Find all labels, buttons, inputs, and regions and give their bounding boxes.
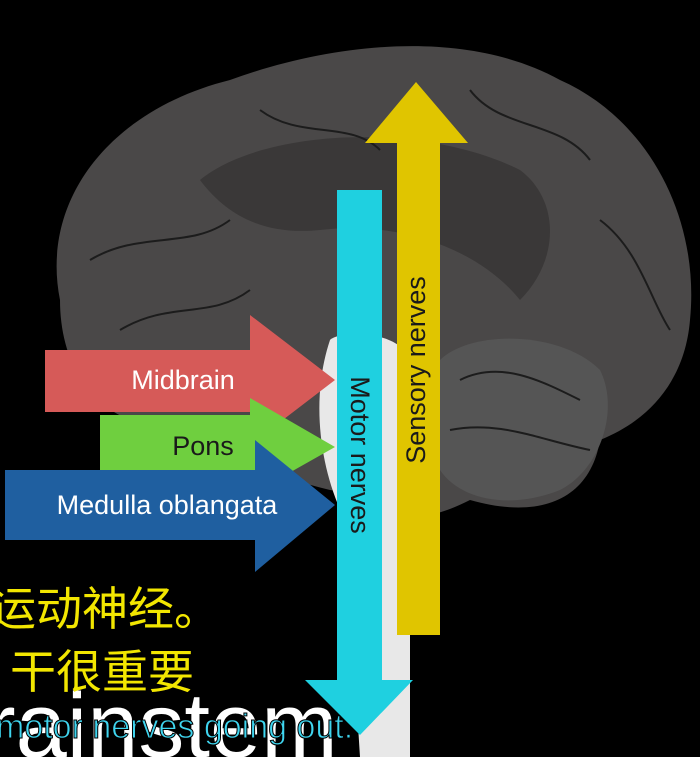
sensory-arrow (365, 82, 468, 635)
background-word: rainstem (0, 675, 338, 757)
motor-label: Motor nerves (345, 376, 375, 534)
motor-arrow (305, 190, 413, 735)
subtitle-english: motor nerves going out. (0, 708, 353, 746)
sensory-label: Sensory nerves (401, 276, 431, 464)
cerebellum (425, 338, 608, 501)
medulla-arrow (5, 440, 335, 572)
medulla-label: Medulla oblangata (57, 490, 279, 520)
midbrain-label: Midbrain (131, 365, 235, 395)
subtitle-chinese-1: 运动神经。 (0, 583, 220, 635)
subtitle-chinese-2: 干很重要 (10, 646, 194, 698)
pons-label: Pons (172, 431, 234, 461)
